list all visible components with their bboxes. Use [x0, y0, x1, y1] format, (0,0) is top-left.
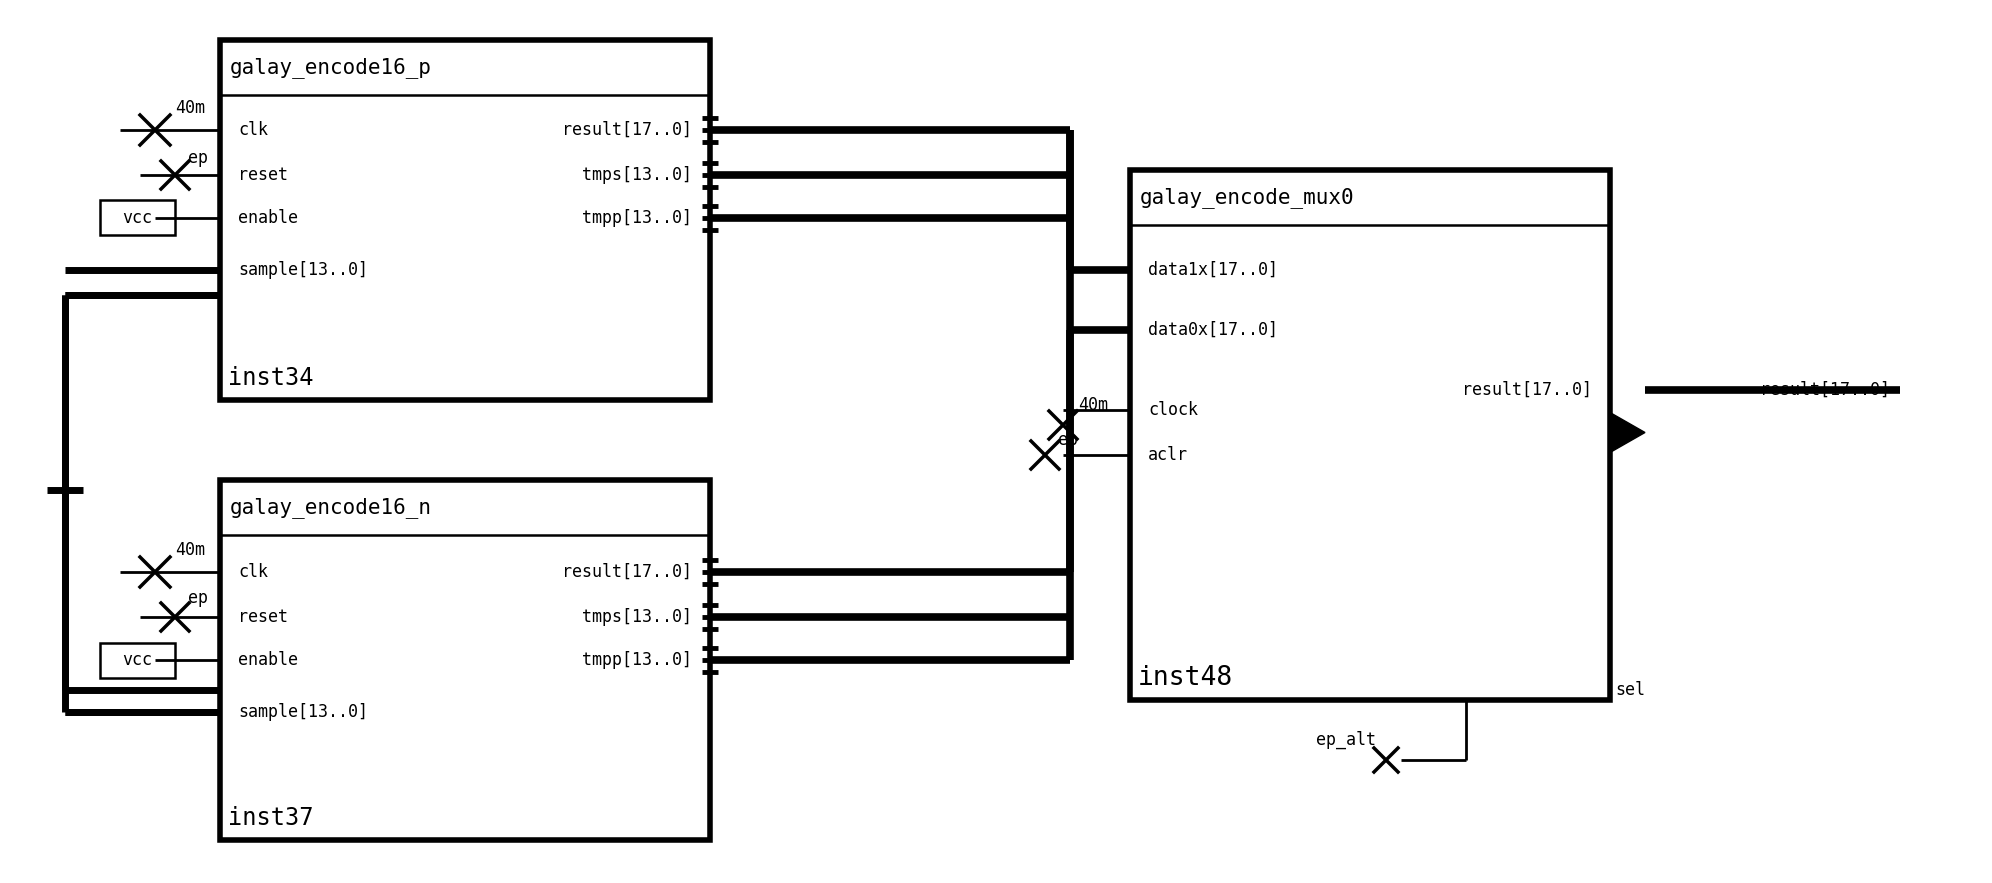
Text: tmpp[13..0]: tmpp[13..0] — [582, 209, 691, 227]
Text: galay_encode16_p: galay_encode16_p — [229, 57, 432, 79]
Text: tmps[13..0]: tmps[13..0] — [582, 608, 691, 626]
Text: result[17..0]: result[17..0] — [562, 121, 691, 139]
Text: galay_encode_mux0: galay_encode_mux0 — [1139, 187, 1355, 208]
Text: enable: enable — [237, 651, 299, 669]
Text: reset: reset — [237, 608, 289, 626]
Bar — [219, 480, 709, 840]
Text: 40m: 40m — [175, 541, 205, 559]
Text: inst37: inst37 — [227, 806, 313, 830]
Text: ep_alt: ep_alt — [1317, 731, 1376, 749]
Text: data1x[17..0]: data1x[17..0] — [1147, 261, 1279, 279]
Bar — [100, 200, 175, 235]
Text: clk: clk — [237, 563, 269, 581]
Text: data0x[17..0]: data0x[17..0] — [1147, 321, 1279, 339]
Text: sample[13..0]: sample[13..0] — [237, 703, 369, 721]
Text: aclr: aclr — [1147, 446, 1187, 464]
Text: inst34: inst34 — [227, 366, 313, 390]
Text: ep: ep — [1058, 431, 1078, 449]
Text: result[17..0]: result[17..0] — [1761, 381, 1890, 399]
Text: vcc: vcc — [122, 209, 151, 227]
Text: result[17..0]: result[17..0] — [1462, 381, 1592, 399]
Text: tmps[13..0]: tmps[13..0] — [582, 166, 691, 184]
Text: enable: enable — [237, 209, 299, 227]
Text: sel: sel — [1616, 681, 1645, 699]
Text: 40m: 40m — [1078, 396, 1108, 414]
Text: reset: reset — [237, 166, 289, 184]
Text: tmpp[13..0]: tmpp[13..0] — [582, 651, 691, 669]
Text: 40m: 40m — [175, 99, 205, 117]
Text: ep: ep — [187, 149, 207, 167]
Text: vcc: vcc — [122, 651, 151, 669]
Text: result[17..0]: result[17..0] — [562, 563, 691, 581]
Text: galay_encode16_n: galay_encode16_n — [229, 497, 432, 518]
Text: ep: ep — [187, 589, 207, 607]
Polygon shape — [1610, 412, 1645, 452]
Bar — [219, 40, 709, 400]
Text: clock: clock — [1147, 401, 1197, 419]
Bar — [100, 643, 175, 678]
Text: clk: clk — [237, 121, 269, 139]
Text: sample[13..0]: sample[13..0] — [237, 261, 369, 279]
Text: inst48: inst48 — [1137, 665, 1233, 691]
Bar — [1129, 170, 1610, 700]
